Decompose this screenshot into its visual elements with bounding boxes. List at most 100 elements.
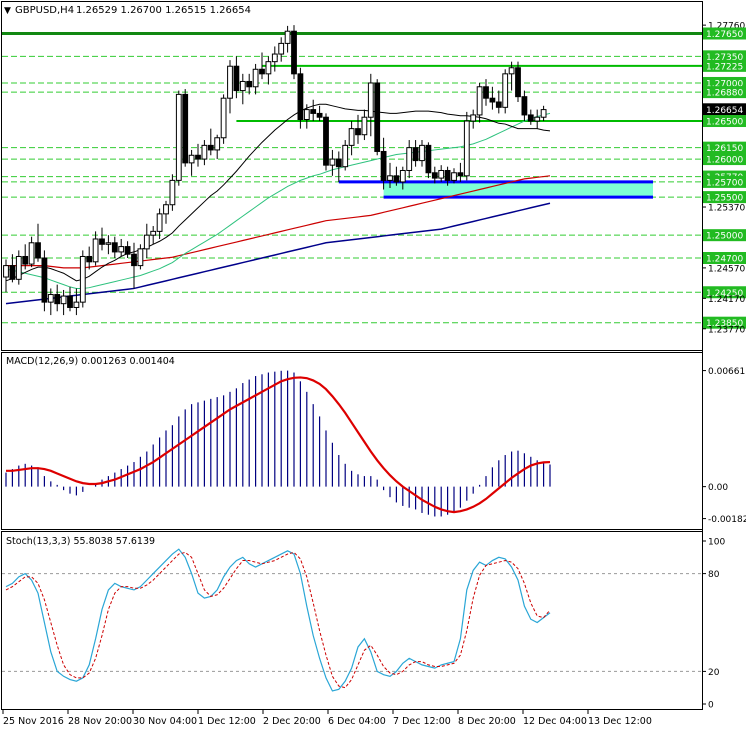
candle-body <box>393 175 400 183</box>
candle-body <box>310 109 317 114</box>
macd-title: MACD(12,26,9) 0.001263 0.001404 <box>6 356 175 367</box>
level-price-tag <box>703 286 746 299</box>
price-tick-label: 1.27760 <box>708 22 745 32</box>
candle-body <box>284 30 291 44</box>
candle-body <box>28 242 35 265</box>
candle-body <box>303 109 310 120</box>
candle-body <box>438 169 445 179</box>
candle-body <box>246 80 253 88</box>
level-price-label: 1.27000 <box>706 79 743 89</box>
stochastic-axis: 100 80 20 0 <box>702 538 725 711</box>
candle-body <box>3 265 9 278</box>
candle-body <box>169 179 176 206</box>
candle-body <box>15 255 22 280</box>
stoch-signal-line <box>5 551 551 689</box>
candle-body <box>143 234 150 250</box>
level-price-label: 1.26000 <box>706 156 743 166</box>
level-price-tag <box>703 252 746 265</box>
candle-body <box>278 42 285 55</box>
time-tick-label: 28 Nov 20:00 <box>68 716 132 727</box>
level-price-label: 1.24250 <box>706 289 743 299</box>
support-zone <box>338 180 653 199</box>
candle-body <box>316 112 323 118</box>
candle-body <box>207 144 214 151</box>
candle-body <box>367 82 374 118</box>
candle-body <box>188 154 195 164</box>
candle-body <box>163 204 169 215</box>
candle-body <box>335 158 342 168</box>
time-axis: 25 Nov 2016 28 Nov 20:00 30 Nov 04:00 1 Dec… <box>2 710 652 727</box>
candle-body <box>527 114 534 122</box>
candle-body <box>35 242 41 259</box>
ma-mid-line <box>5 112 551 289</box>
candle-body <box>297 73 304 120</box>
level-price-tag <box>703 76 746 89</box>
candle-body <box>489 97 496 103</box>
candle-body <box>271 53 278 63</box>
level-price-tag <box>703 59 746 72</box>
candle-body <box>521 96 528 116</box>
candle-body <box>387 175 393 181</box>
candle-body <box>425 144 432 174</box>
candle-body <box>508 67 515 75</box>
candle-body <box>502 73 509 108</box>
candle-body <box>175 93 182 181</box>
level-price-label: 1.25700 <box>706 178 743 188</box>
ma-fast-line <box>5 103 551 282</box>
candle-body <box>201 144 208 160</box>
level-price-label: 1.23850 <box>706 319 743 329</box>
stochastic-indicator <box>2 548 702 692</box>
candle-body <box>380 150 387 181</box>
macd-tick-label: 0.00 <box>708 483 728 493</box>
candle-body <box>457 172 464 177</box>
level-price-label: 1.27225 <box>706 62 743 72</box>
level-price-label: 1.27650 <box>706 30 743 40</box>
level-price-tag <box>703 229 746 242</box>
moving-averages <box>5 103 551 305</box>
candle-body <box>150 230 157 236</box>
level-price-label: 1.26880 <box>706 89 743 99</box>
candle-body <box>412 147 419 162</box>
candle-body <box>291 30 297 75</box>
time-tick-label: 25 Nov 2016 <box>3 716 64 727</box>
current-price-tag <box>703 103 746 116</box>
level-price-tag <box>703 153 746 166</box>
candle-body <box>79 255 86 303</box>
price-tick-label: 1.24170 <box>708 295 745 305</box>
level-price-tag <box>703 141 746 154</box>
candle-body <box>22 255 29 265</box>
time-tick-label: 7 Dec 12:00 <box>393 716 451 727</box>
candle-body <box>406 147 413 171</box>
candle-body <box>348 128 355 146</box>
price-tick-label: 1.25370 <box>708 204 745 214</box>
price-tick-label: 1.23770 <box>708 325 745 335</box>
level-price-label: 1.26150 <box>706 144 743 154</box>
candle-body <box>252 68 259 88</box>
candle-body <box>259 68 265 75</box>
level-price-tag <box>703 316 746 329</box>
level-price-tag <box>703 27 746 40</box>
candle-body <box>156 213 163 232</box>
level-price-label: 1.27350 <box>706 53 743 63</box>
macd-signal-line <box>6 376 551 514</box>
candle-body <box>124 246 131 255</box>
level-price-tag <box>703 86 746 99</box>
stoch-title: Stoch(13,3,3) 55.8038 57.6139 <box>6 536 155 547</box>
ma-slow-line <box>6 175 551 269</box>
candle-body <box>92 238 99 263</box>
candle-body <box>111 242 118 253</box>
stoch-main-line <box>5 548 551 692</box>
level-price-tag <box>703 191 746 204</box>
level-price-tag <box>703 175 746 188</box>
candle-body <box>47 294 54 303</box>
candle-body <box>41 257 48 303</box>
candle-body <box>483 86 489 99</box>
candle-body <box>399 169 406 183</box>
candle-body <box>431 172 438 179</box>
candle-body <box>495 101 502 108</box>
candle-body <box>195 154 201 160</box>
candle-body <box>265 61 272 75</box>
